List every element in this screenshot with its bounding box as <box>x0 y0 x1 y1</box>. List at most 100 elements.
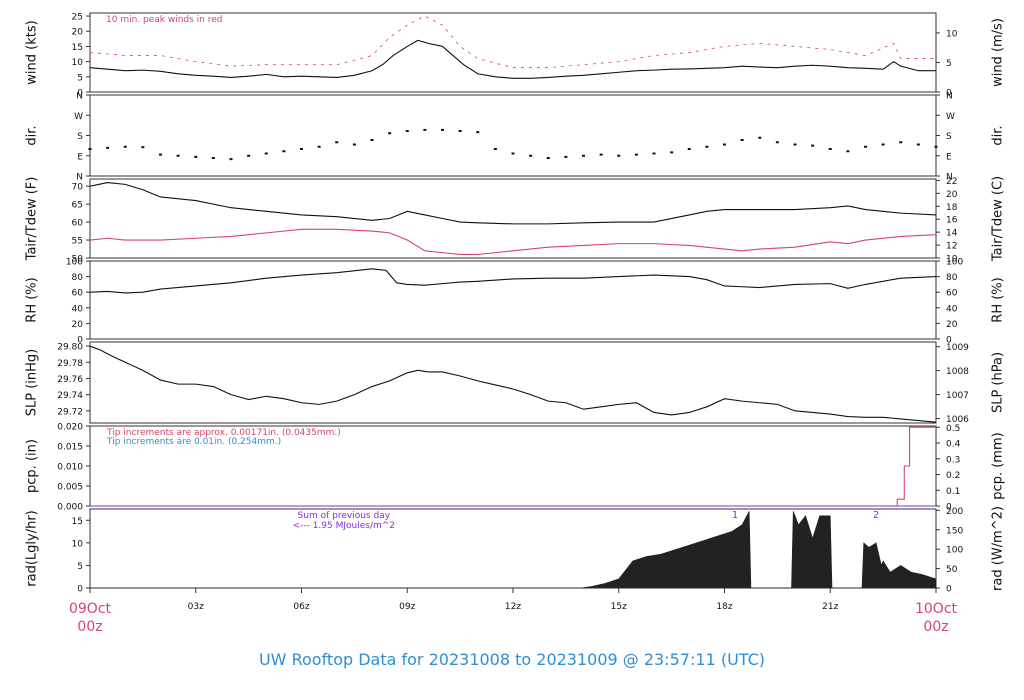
dir-frame <box>89 94 937 177</box>
pcp-ytick-label-right: 0.1 <box>946 487 960 497</box>
slp-ytick-label-right: 1006 <box>946 415 969 425</box>
rad-ytick-label-right: 0 <box>946 585 952 595</box>
temp-series-dew <box>89 228 937 255</box>
footer-title: UW Rooftop Data for 20231008 to 20231009… <box>258 650 766 669</box>
rad-annotation-sum: Sum of previous day <box>298 511 391 521</box>
wind-ytick-label-left: 20 <box>72 28 84 38</box>
dir-ytick-label-left: N <box>76 173 83 183</box>
rh-ylabel-right: RH (%) <box>991 277 1006 322</box>
slp-ytick-label-right: 1007 <box>946 391 969 401</box>
rad-ytick-label-left: 15 <box>72 517 83 527</box>
pcp-series-approx <box>90 426 936 507</box>
rh-ytick-label-right: 100 <box>946 258 963 268</box>
rad-marker: 1 <box>732 510 738 521</box>
rad-marker: 2 <box>873 510 879 521</box>
dir-series-0-point <box>106 146 110 149</box>
dir-series-0-point <box>899 141 903 144</box>
dir-series-0-point <box>476 131 480 134</box>
rh-ytick-label-left: 100 <box>66 258 83 268</box>
rad-ytick-label-right: 100 <box>946 546 963 556</box>
rh-series-0 <box>89 268 937 294</box>
dir-series-0-point <box>916 143 920 146</box>
dir-series-0-point <box>159 153 162 156</box>
temp-ytick-label-right: 14 <box>946 229 958 239</box>
pcp-ytick-label-right: 0.4 <box>946 440 961 450</box>
temp-ylabel-right: Tair/Tdew (C) <box>991 176 1006 262</box>
slp-ylabel-left: SLP (inHg) <box>25 349 40 417</box>
temp-ytick-label-right: 18 <box>946 203 958 213</box>
temp-ytick-label-left: 65 <box>72 201 83 211</box>
slp-ylabel-right: SLP (hPa) <box>991 352 1006 413</box>
rad-panel <box>86 508 940 589</box>
dir-series-0-point <box>194 155 198 158</box>
dir-ytick-label-left: N <box>76 92 83 102</box>
dir-series-0-point <box>687 148 691 150</box>
temp-ytick-label-left: 60 <box>72 219 84 229</box>
dir-series-0-point <box>793 143 797 146</box>
dir-ytick-label-left: E <box>77 152 83 162</box>
slp-series-0 <box>89 345 937 423</box>
rh-ytick-label-right: 20 <box>946 320 958 330</box>
pcp-annotation-tip: Tip increments are 0.01in. (0.254mm.) <box>106 437 281 447</box>
dir-series-0-point <box>881 143 885 146</box>
dir-series-0-point <box>123 145 127 148</box>
slp-frame <box>89 341 937 424</box>
pcp-ylabel-left: pcp. (in) <box>25 439 40 493</box>
dir-series-0-point <box>423 128 427 131</box>
pcp-ytick-label-right: 0.2 <box>946 471 960 481</box>
rh-ytick-label-left: 0 <box>77 336 83 346</box>
dir-series-0-point <box>864 145 867 148</box>
pcp-ytick-label-left: 0.015 <box>57 443 83 453</box>
dir-ytick-label-right: E <box>946 152 952 162</box>
dir-series-0-point <box>229 158 233 161</box>
slp-panel <box>86 341 940 424</box>
dir-series-0-point <box>546 157 550 159</box>
dir-series-0-point <box>599 153 603 156</box>
temp-ytick-label-left: 55 <box>72 237 83 247</box>
dir-series-0-point <box>335 141 339 144</box>
pcp-ytick-label-left: 0.010 <box>57 463 83 473</box>
wind-ytick-label-left: 15 <box>72 43 83 53</box>
temp-ytick-label-left: 50 <box>72 255 84 265</box>
temp-ytick-label-right: 16 <box>946 216 958 226</box>
rad-ytick-label-right: 150 <box>946 526 963 536</box>
temp-ylabel-left: Tair/Tdew (F) <box>25 177 40 262</box>
rad-ytick-label-left: 0 <box>77 585 83 595</box>
x-tick-label: 15z <box>611 602 627 612</box>
x-tick-label-hour: 00z <box>77 619 102 635</box>
dir-series-0-point <box>441 128 444 131</box>
dir-panel <box>86 94 940 177</box>
dir-series-0-point <box>740 139 744 141</box>
pcp-ytick-label-right: 0 <box>946 503 952 513</box>
wind-ytick-label-right: 5 <box>946 59 952 69</box>
dir-series-0-point <box>582 154 585 157</box>
dir-series-0-point <box>264 152 268 155</box>
x-tick-label-date: 10Oct <box>915 601 958 617</box>
slp-ytick-label-right: 1008 <box>946 367 969 377</box>
dir-series-0-point <box>176 154 180 157</box>
dir-series-0-point <box>211 157 215 159</box>
rad-ylabel-right: rad (W/m^2) <box>991 506 1006 591</box>
rad-ylabel-left: rad(Lgly/hr) <box>25 510 40 586</box>
wind-ylabel-right: wind (m/s) <box>991 18 1006 87</box>
slp-ytick-label-left: 29.74 <box>57 391 83 401</box>
temp-ytick-label-right: 12 <box>946 242 957 252</box>
dir-series-0-point <box>405 130 409 132</box>
temp-series-air <box>89 182 937 225</box>
dir-ytick-label-right: N <box>946 173 953 183</box>
dir-series-0-point <box>388 132 392 135</box>
pcp-ytick-label-left: 0.020 <box>57 423 83 433</box>
temp-frame <box>89 178 937 259</box>
slp-ytick-label-left: 29.76 <box>57 375 83 385</box>
dir-series-0-point <box>317 145 321 148</box>
dir-series-0-point <box>634 153 638 156</box>
rad-ytick-label-left: 10 <box>72 539 84 549</box>
x-tick-label-hour: 00z <box>923 619 948 635</box>
temp-ytick-label-right: 22 <box>946 177 957 187</box>
wind-ytick-label-right: 0 <box>946 89 952 99</box>
dir-series-0-point <box>705 145 709 148</box>
dir-series-0-point <box>775 141 779 144</box>
rh-ytick-label-right: 0 <box>946 336 952 346</box>
temp-ytick-label-right: 20 <box>946 190 958 200</box>
